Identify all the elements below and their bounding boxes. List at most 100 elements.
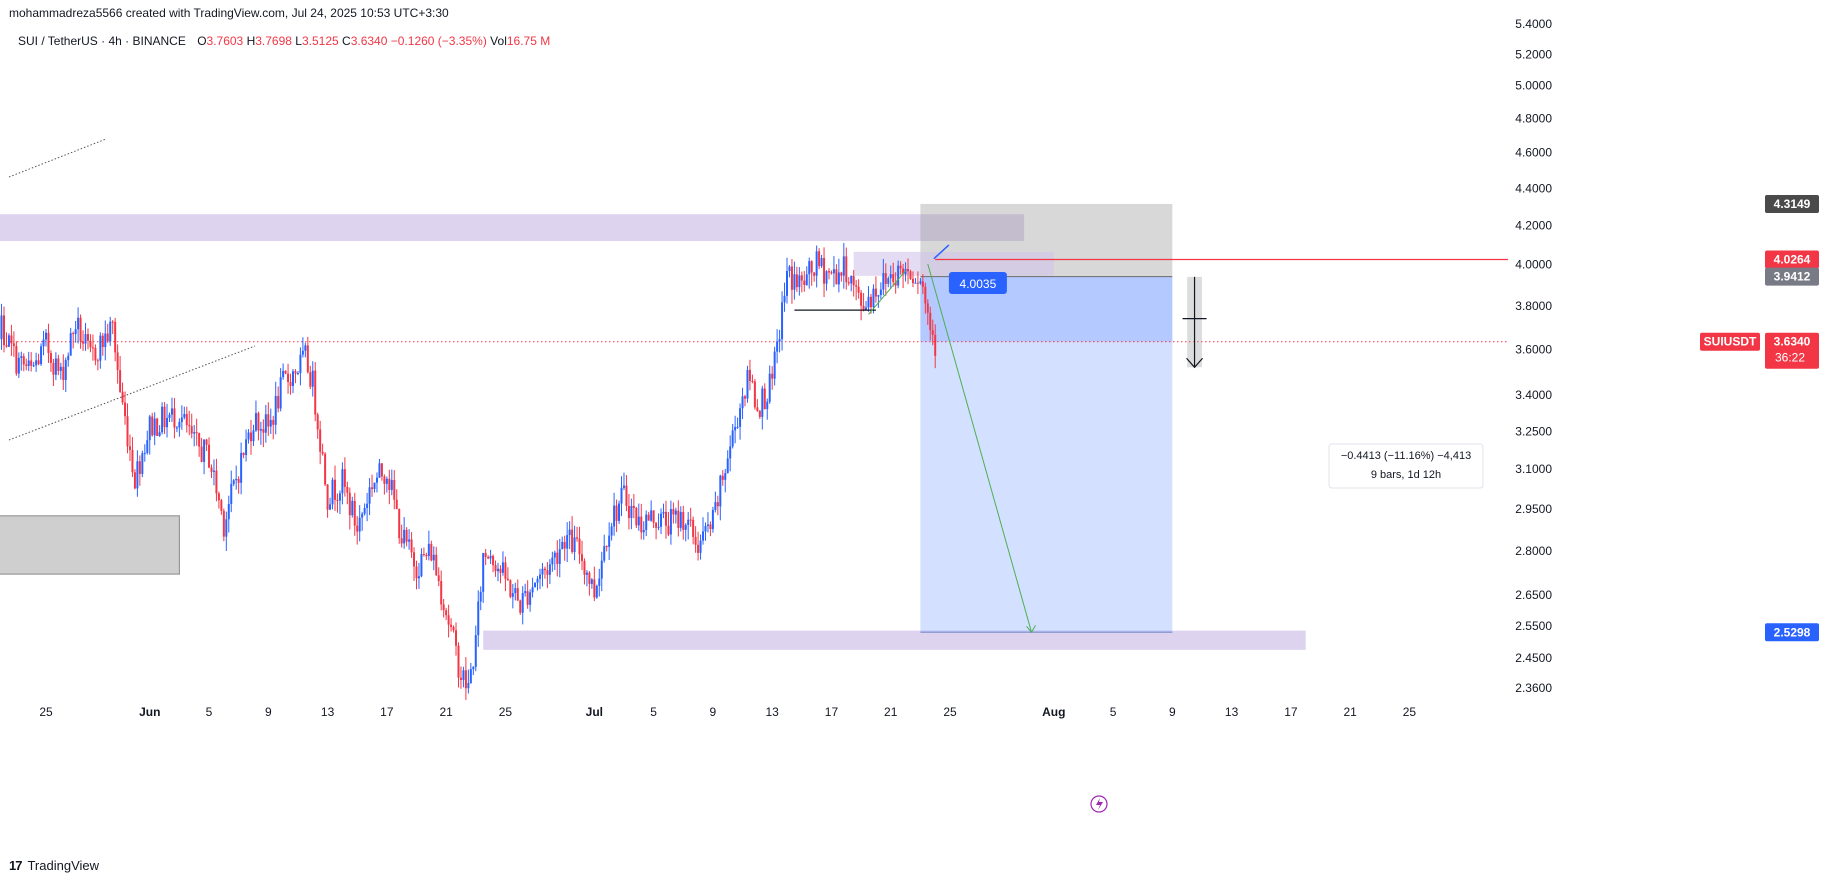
candle-body [625, 485, 628, 506]
price-tick-label: 2.6500 [1515, 588, 1552, 602]
candle-body [709, 524, 712, 530]
candle-body [153, 418, 156, 436]
candle-body [534, 582, 537, 588]
candle-body [835, 269, 838, 285]
candle-body [296, 373, 299, 375]
candle-body [687, 519, 690, 526]
candle-body [316, 414, 319, 430]
candle-body [568, 529, 571, 536]
candle-body [593, 579, 596, 598]
candle-body [45, 332, 47, 340]
candle-body [74, 329, 77, 335]
candle-body [210, 467, 213, 472]
candle-body [832, 269, 835, 274]
candle-body [133, 472, 136, 489]
candle-body [571, 529, 574, 553]
price-tick-label: 3.6000 [1515, 342, 1552, 356]
candle-body [482, 552, 485, 592]
candle-body [311, 370, 314, 387]
candle-body [566, 535, 569, 549]
candle-body [506, 578, 509, 581]
candle-body [753, 381, 756, 408]
candle-body [783, 295, 786, 303]
candle-body [343, 469, 346, 487]
candle-body [511, 593, 514, 597]
candle-body [450, 624, 453, 628]
candle-body [911, 278, 914, 284]
candle-body [237, 478, 240, 483]
candle-body [699, 540, 702, 553]
candle-body [504, 562, 507, 579]
candle-body [346, 486, 349, 493]
candle-body [193, 432, 196, 434]
candle-body [457, 645, 460, 678]
candle-body [452, 627, 455, 631]
candle-body [536, 578, 539, 583]
candles [0, 242, 937, 700]
candle-body [208, 444, 211, 468]
candle-body [348, 492, 351, 516]
candle-body [711, 510, 714, 530]
candle-body [131, 450, 134, 473]
candle-body [721, 475, 724, 480]
candle-body [551, 557, 554, 565]
candle-body [390, 480, 393, 490]
candle-body [924, 286, 927, 304]
candle-body [907, 268, 910, 272]
candle-body [432, 554, 435, 561]
candle-body [52, 362, 55, 375]
candle-body [605, 546, 608, 548]
candle-body [227, 504, 230, 520]
candle-body [608, 535, 611, 547]
candle-body [138, 461, 141, 474]
projection-arrow-head [1026, 625, 1036, 634]
candle-body [306, 345, 309, 373]
candle-body [235, 478, 238, 481]
candle-body [366, 503, 369, 509]
time-tick-label: 17 [1284, 705, 1298, 719]
candle-body [272, 419, 275, 425]
candle-body [615, 505, 618, 521]
candle-body [724, 473, 727, 480]
candle-body [7, 335, 10, 347]
candle-body [756, 407, 759, 411]
candle-body [294, 371, 297, 374]
candle-body [716, 502, 719, 507]
time-tick-label: 9 [710, 705, 717, 719]
candle-body [437, 575, 440, 582]
candle-body [35, 360, 38, 366]
candle-body [252, 430, 255, 442]
candle-body [324, 453, 327, 485]
candle-body [650, 510, 653, 521]
candle-body [361, 513, 364, 518]
candle-body [887, 278, 890, 284]
price-tick-label: 5.2000 [1515, 47, 1552, 61]
candle-body [499, 568, 502, 573]
candle-body [447, 615, 450, 625]
candle-body [657, 526, 660, 528]
support-zone [483, 630, 1306, 650]
candle-body [489, 555, 492, 559]
left-grey-zone [0, 515, 180, 575]
candle-body [729, 446, 732, 459]
candle-body [121, 391, 124, 403]
candle-body [632, 506, 635, 508]
candle-body [706, 524, 709, 526]
candle-body [445, 610, 448, 616]
candle-body [684, 525, 687, 530]
price-tick-label: 2.8000 [1515, 544, 1552, 558]
candle-body [561, 541, 564, 550]
candle-body [850, 275, 853, 284]
candle-body [529, 592, 532, 605]
candle-body [467, 683, 470, 689]
candle-body [827, 271, 830, 273]
candle-body [375, 477, 378, 483]
candle-body [163, 406, 166, 428]
candle-body [405, 529, 408, 542]
candle-body [89, 340, 92, 348]
candle-body [86, 334, 89, 341]
candle-body [25, 364, 28, 366]
candle-body [143, 452, 146, 454]
candle-body [825, 271, 828, 284]
